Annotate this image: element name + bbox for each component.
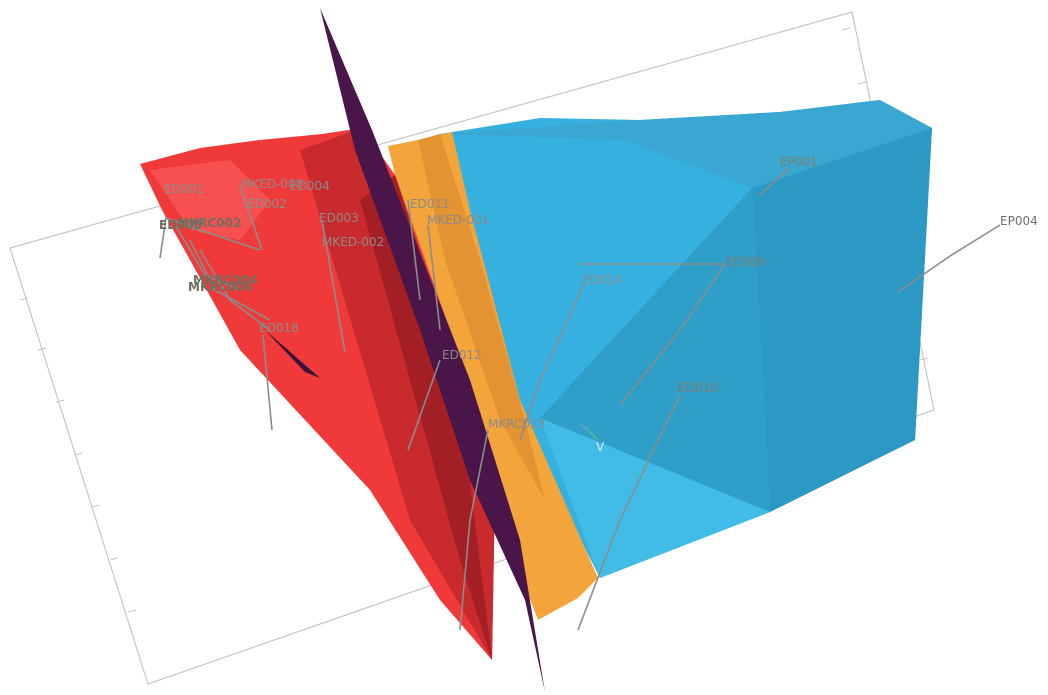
hole-label: ED010 <box>678 381 718 395</box>
axis-label-v: V <box>596 440 605 454</box>
hole-label: EP001 <box>780 155 818 169</box>
hole-label: ED001 <box>164 182 204 196</box>
red-ore-body[interactable] <box>140 128 495 660</box>
blue-ore-body[interactable] <box>440 100 932 578</box>
hole-labels: ED001 MKED-008 ED004 ED002 ED003 MKED-00… <box>159 155 1038 431</box>
hole-label: MKRC023 <box>488 417 545 431</box>
hole-label: ED005 <box>159 218 202 232</box>
hole-label: ED009 <box>726 255 766 269</box>
hole-label: MKRC004 <box>193 273 257 287</box>
hole-label: MKRC002 <box>177 216 241 230</box>
hole-label: MKED-008 <box>241 177 303 191</box>
hole-label: MKED-002 <box>322 235 384 249</box>
axis-tripod: V <box>579 423 605 454</box>
orange-ore-body[interactable] <box>388 132 598 620</box>
hole-label: MKED-001 <box>427 213 489 227</box>
hole-label: ED012 <box>442 348 482 362</box>
hole-label: ED004 <box>290 179 330 193</box>
orange-body-shadow <box>418 134 545 500</box>
model-bounding-frame <box>9 11 935 685</box>
drill-traces <box>159 167 1001 631</box>
blue-body-face-bottom <box>540 418 770 578</box>
hole-label: ED018 <box>259 321 299 335</box>
fault-plane-shadow <box>265 330 320 378</box>
hole-label: ED011 <box>410 197 450 211</box>
hole-label: ED002 <box>247 197 287 211</box>
hole-label: EP004 <box>1000 214 1038 228</box>
hole-label: ED014 <box>582 273 622 287</box>
blue-body-face-mid <box>540 188 770 512</box>
blue-body-face-right <box>752 128 932 512</box>
fault-plane[interactable] <box>320 8 545 692</box>
red-body-shade-1 <box>300 128 495 660</box>
hole-label: ED003 <box>319 211 359 225</box>
hole-label: MKRC006 <box>188 280 252 294</box>
red-body-highlight <box>150 160 270 240</box>
red-body-shade-2 <box>360 175 492 660</box>
blue-body-face-top <box>440 100 932 188</box>
